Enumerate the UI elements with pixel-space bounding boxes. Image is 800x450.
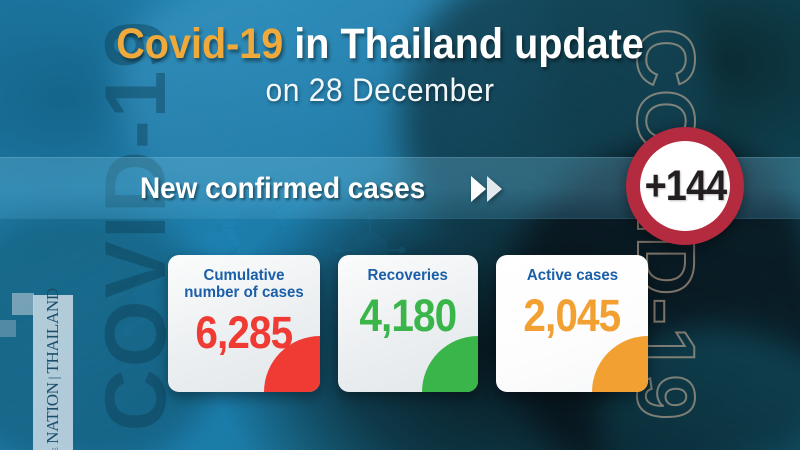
card-corner-accent [422,336,478,392]
page-subtitle: on 28 December [265,72,495,109]
logo-decor-square [12,293,34,315]
logo-country: THAILAND [43,288,63,374]
page-title: Covid-19 in Thailand update [30,20,729,68]
logo-backdrop [33,295,73,450]
stat-card-active: Active cases 2,045 [496,255,648,392]
stat-card-recoveries: Recoveries 4,180 [338,255,478,392]
stat-card-label: Active cases [526,267,618,284]
title-highlight: Covid-19 [116,20,284,68]
logo-name: NATION [43,382,63,444]
logo-rotated-text: THENATION|THAILAND [43,288,63,450]
title-block: Covid-19 in Thailand update on 28 Decemb… [0,20,760,109]
stat-card-value: 4,180 [359,289,458,341]
banner-content: New confirmed cases [140,158,502,220]
stat-card-cumulative: Cumulative number of cases 6,285 [168,255,320,392]
chevron-right-icon [470,176,486,202]
stat-cards: Cumulative number of cases 6,285 Recover… [168,255,648,392]
new-cases-badge: +144 [626,127,744,245]
logo-separator: | [47,376,63,380]
logo-decor-square [0,320,16,337]
double-chevron-right-icon [470,176,502,202]
badge-inner-circle: +144 [640,141,730,231]
title-rest: in Thailand update [283,20,644,68]
stat-card-value: 2,045 [523,289,622,341]
stat-card-label: Recoveries [367,267,449,284]
stat-card-label: Cumulative number of cases [184,267,304,301]
stat-card-value: 6,285 [195,306,294,358]
nation-thailand-logo: THENATION|THAILAND [33,270,73,450]
chevron-right-icon [486,176,502,202]
badge-value: +144 [644,161,727,210]
card-corner-accent [592,336,648,392]
banner-label: New confirmed cases [140,172,426,205]
